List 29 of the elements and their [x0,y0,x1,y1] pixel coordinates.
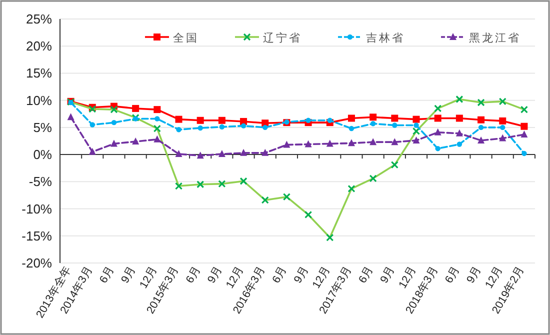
x-tick-label: 9月 [464,264,484,286]
x-tick-label: 6月 [98,264,117,286]
x-tick-label: 12月 [483,264,506,291]
x-tick-label: 6月 [443,264,462,286]
x-tick-label: 9月 [292,264,311,286]
legend-label: 吉林省 [366,32,405,44]
x-tick-label: 12月 [310,264,332,291]
x-tick-label: 6月 [270,264,290,286]
x-tick-label: 12月 [224,264,246,291]
x-tick-label: 12月 [396,264,419,291]
y-tick-label: -15% [22,228,52,244]
y-tick-label: 5% [33,120,52,135]
x-tick-label: 6月 [184,264,203,286]
x-tick-label: 6月 [356,264,376,286]
y-tick-label: 25% [26,12,52,26]
x-tick-label: 9月 [378,264,398,286]
y-tick-label: -5% [28,174,52,190]
x-tick-label: 9月 [206,264,225,286]
x-tick-label: 9月 [119,264,138,286]
legend-label: 全国 [173,32,199,44]
y-tick-label: 10% [26,92,52,108]
y-tick-label: 15% [26,66,52,81]
y-tick-label: 20% [26,38,52,54]
y-tick-label: 0% [33,147,52,162]
y-tick-label: -10% [22,201,52,216]
legend-label: 辽宁省 [263,32,302,44]
x-tick-label: 12月 [138,264,160,291]
y-tick-label: -20% [22,256,52,270]
legend-label: 黑龙江省 [469,32,521,44]
